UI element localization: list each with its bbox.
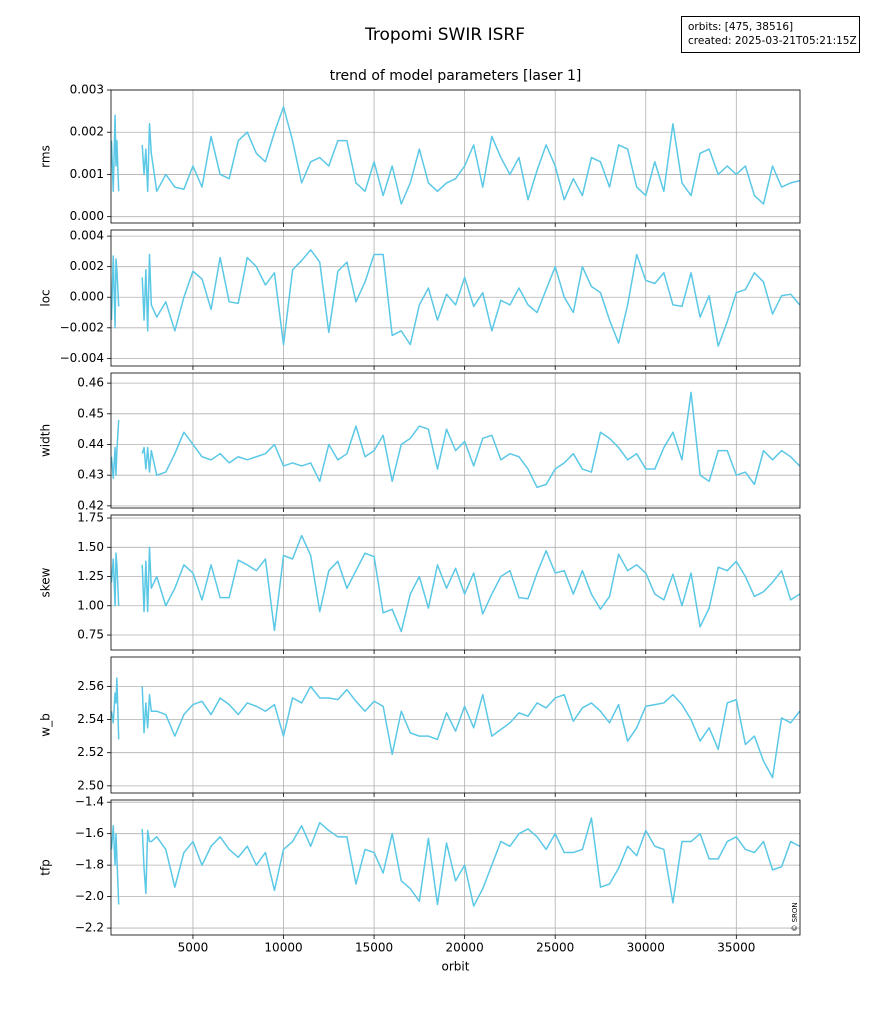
x-tick-label: 10000 [264,941,302,955]
y-axis-label: tfp [39,859,53,876]
y-tick-label: 1.75 [77,511,104,525]
y-tick-label: 0.45 [77,406,104,420]
info-line: created: 2025-03-21T05:21:15Z [688,35,857,47]
axes-title: trend of model parameters [laser 1] [330,68,582,84]
x-tick-label: 5000 [178,941,209,955]
y-tick-label: 2.52 [77,745,104,759]
x-tick-label: 20000 [446,941,484,955]
y-tick-label: 0.75 [77,628,104,642]
y-tick-label: 0.000 [70,209,104,223]
y-tick-label: 2.50 [77,778,104,792]
x-tick-label: 30000 [627,941,665,955]
data-line [111,817,800,907]
y-tick-label: 0.46 [77,376,104,390]
y-tick-label: 0.44 [77,437,104,451]
y-axis-label: loc [39,289,53,306]
y-tick-label: −1.4 [75,795,104,809]
y-axis-label: w_b [39,713,53,736]
y-tick-label: 1.25 [77,569,104,583]
y-axis-label: width [39,424,53,457]
axes-frame [110,514,801,651]
x-axis-label: orbit [442,960,470,974]
info-box [681,16,860,53]
data-line [111,106,800,205]
y-axis-label: rms [39,145,53,168]
axes-frame [110,656,801,794]
y-tick-label: 2.56 [77,679,104,693]
data-line [111,391,800,489]
y-tick-label: 1.00 [77,598,104,612]
y-tick-label: 2.54 [77,712,104,726]
data-line [111,249,800,347]
y-tick-label: 0.001 [70,167,104,181]
y-tick-label: −2.0 [75,889,104,903]
axes-frame [110,799,801,936]
y-tick-label: −1.8 [75,858,104,872]
axes-frame [110,229,801,367]
y-tick-label: 0.43 [77,468,104,482]
data-line [111,534,800,633]
axes-frame [110,89,801,224]
y-tick-label: 1.50 [77,540,104,554]
y-tick-label: −2.2 [75,921,104,935]
y-tick-label: 0.42 [77,498,104,512]
y-tick-label: 0.000 [70,290,104,304]
y-tick-label: 0.004 [70,229,104,243]
axes-frame [110,372,801,509]
x-tick-label: 35000 [717,941,755,955]
y-tick-label: −1.6 [75,826,104,840]
data-line [111,677,800,779]
y-tick-label: −0.004 [60,351,104,365]
info-line: orbits: [475, 38516] [688,21,793,33]
y-axis-label: skew [39,567,53,597]
y-tick-label: −0.002 [60,320,104,334]
y-tick-label: 0.002 [70,259,104,273]
x-tick-label: 25000 [536,941,574,955]
credit: © SRON [791,902,799,931]
x-tick-label: 15000 [355,941,393,955]
y-tick-label: 0.003 [70,83,104,97]
figure-title: Tropomi SWIR ISRF [364,25,525,45]
y-tick-label: 0.002 [70,125,104,139]
